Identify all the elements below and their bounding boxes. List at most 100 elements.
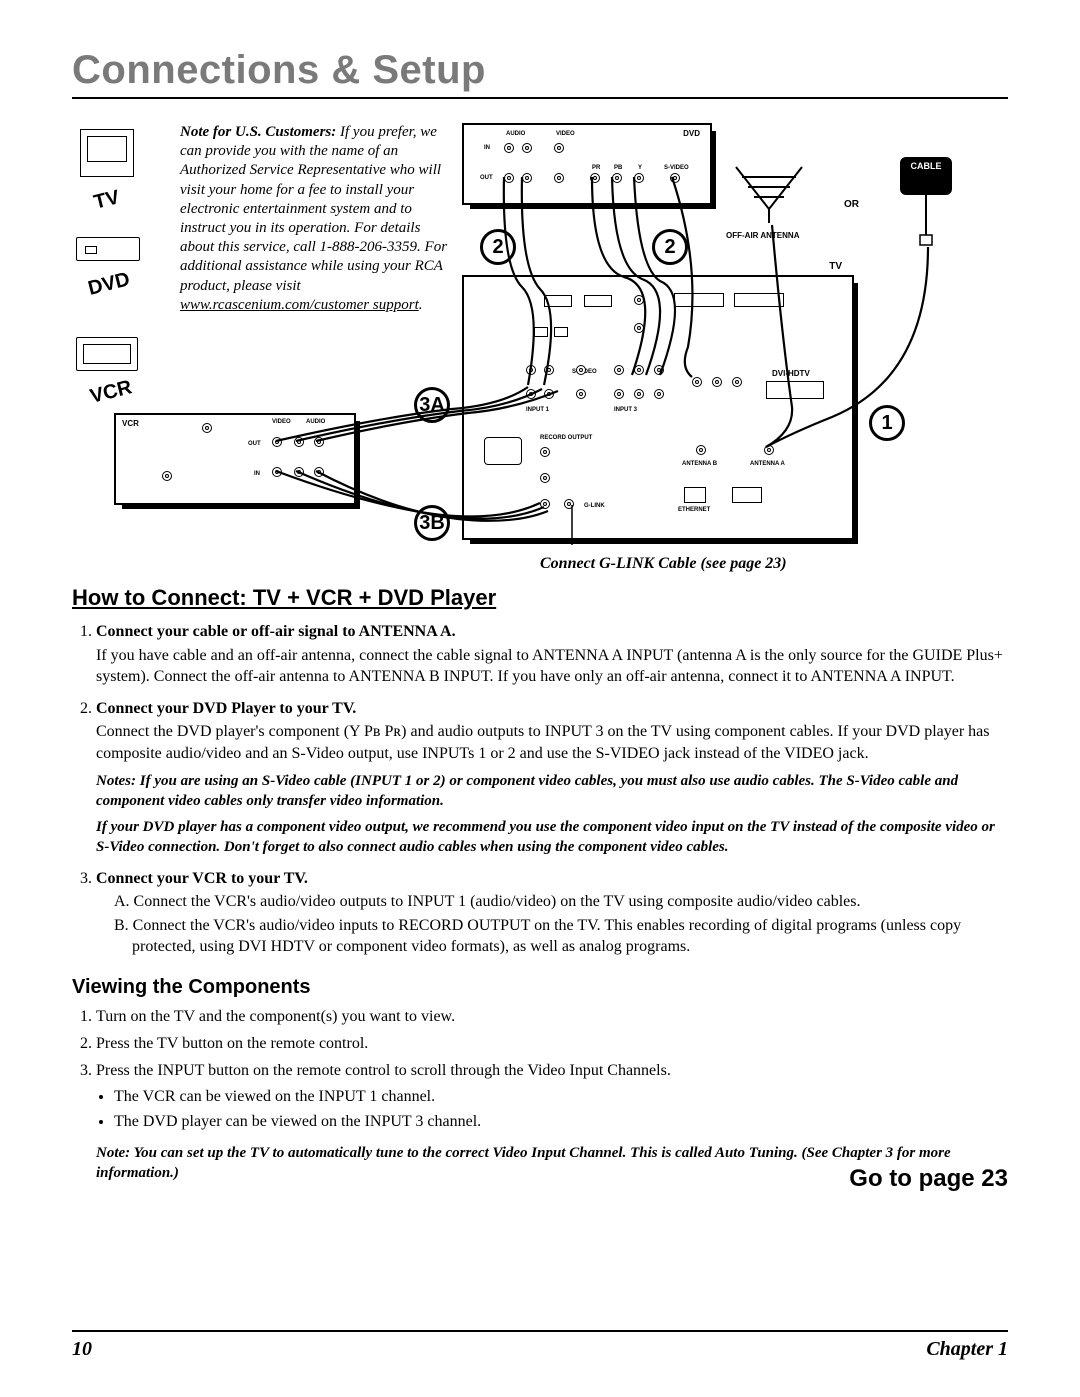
port: [584, 295, 612, 307]
note-lead: Note:: [96, 1145, 130, 1161]
dvd-back-panel: DVD AUDIO VIDEO IN OUT PR PB Y S-VIDEO: [462, 123, 712, 205]
jack: [162, 471, 172, 481]
step-1-circle: 1: [869, 405, 905, 441]
port: [732, 487, 762, 503]
note-text: If you are using an S-Video cable (INPUT…: [96, 773, 958, 809]
jack: [634, 295, 644, 305]
cable-wire-icon: [910, 195, 942, 249]
view-item: Turn on the TV and the component(s) you …: [96, 1005, 1008, 1030]
howto-steps: Connect your cable or off-air signal to …: [72, 621, 1008, 958]
lbl-audio: AUDIO: [506, 131, 525, 137]
dvd-panel-title: DVD: [683, 129, 700, 138]
jack: [540, 499, 550, 509]
jack: [504, 173, 514, 183]
jack: [544, 365, 554, 375]
ethernet-port: [684, 487, 706, 503]
lbl-dvi: DVI-HDTV: [772, 369, 810, 378]
lbl-input3: INPUT 3: [614, 407, 637, 413]
port: [734, 293, 784, 307]
jack: [614, 365, 624, 375]
note-text: You can set up the TV to automatically t…: [96, 1145, 951, 1181]
lbl-record: RECORD OUTPUT: [540, 435, 592, 441]
lbl-out: OUT: [480, 175, 493, 181]
step-2-circle: 2: [652, 229, 688, 265]
step-2-circle: 2: [480, 229, 516, 265]
jack: [272, 467, 282, 477]
or-label: OR: [844, 199, 859, 210]
tv-back-panel: TV S-VIDEO INPUT 3 INPUT 1 DVI-HDTV: [462, 275, 854, 540]
jack: [504, 143, 514, 153]
step-2-body: Connect the DVD player's component (Y Pʙ…: [96, 721, 1008, 764]
view-item: Press the INPUT button on the remote con…: [96, 1059, 1008, 1084]
jack: [554, 173, 564, 183]
step-3b-circle: 3B: [414, 505, 450, 541]
lbl-input1: INPUT 1: [526, 407, 549, 413]
tv-icon: [80, 129, 134, 177]
viewing-list: Turn on the TV and the component(s) you …: [72, 1005, 1008, 1083]
viewing-bullets: The VCR can be viewed on the INPUT 1 cha…: [72, 1085, 1008, 1135]
howto-heading: How to Connect: TV + VCR + DVD Player: [72, 585, 1008, 611]
lbl-audio-v: AUDIO: [306, 419, 325, 425]
lbl-video-v: VIDEO: [272, 419, 291, 425]
off-air-label: OFF-AIR ANTENNA: [726, 231, 799, 240]
lbl-y: Y: [638, 165, 642, 171]
jack: [576, 389, 586, 399]
dvd-icon: [76, 237, 140, 261]
antenna-icon: [732, 163, 806, 223]
page-title: Connections & Setup: [72, 48, 1008, 93]
jack: [544, 389, 554, 399]
jack: [294, 467, 304, 477]
jack: [314, 467, 324, 477]
jack: [314, 437, 324, 447]
vcr-back-panel: VCR VIDEO AUDIO OUT IN: [114, 413, 356, 505]
jack: [670, 173, 680, 183]
title-rule: [72, 97, 1008, 99]
jack: [540, 473, 550, 483]
step-1-head: Connect your cable or off-air signal to …: [96, 623, 456, 640]
lbl-pr: PR: [592, 165, 600, 171]
jack: [522, 143, 532, 153]
jack: [764, 445, 774, 455]
jack: [540, 447, 550, 457]
jack: [590, 173, 600, 183]
view-bullet: The DVD player can be viewed on the INPU…: [114, 1110, 1008, 1135]
jack: [712, 377, 722, 387]
glink-caption: Connect G-LINK Cable (see page 23): [540, 555, 787, 573]
lbl-in: IN: [484, 145, 490, 151]
lbl-out-v: OUT: [248, 441, 261, 447]
jack: [202, 423, 212, 433]
vcr-label: VCR: [88, 376, 135, 409]
port: [534, 327, 548, 337]
jack: [612, 173, 622, 183]
jack: [732, 377, 742, 387]
ac-port: [484, 437, 522, 465]
cable-box-icon: CABLE: [900, 157, 952, 195]
dvi-port: [766, 381, 824, 399]
vcr-panel-title: VCR: [122, 419, 139, 428]
jack: [634, 365, 644, 375]
viewing-heading: Viewing the Components: [72, 976, 1008, 999]
step-1-body: If you have cable and an off-air antenna…: [96, 645, 1008, 688]
note-body: If you prefer, we can provide you with t…: [180, 124, 447, 294]
view-item: Press the TV button on the remote contro…: [96, 1032, 1008, 1057]
jack: [634, 389, 644, 399]
port: [554, 327, 568, 337]
lbl-in-v: IN: [254, 471, 260, 477]
lbl-anta: ANTENNA A: [750, 461, 785, 467]
jack: [272, 437, 282, 447]
jack: [526, 365, 536, 375]
step-2: Connect your DVD Player to your TV. Conn…: [96, 698, 1008, 858]
antenna-cable-block: OFF-AIR ANTENNA OR CABLE: [732, 127, 952, 267]
note-lead: Notes:: [96, 773, 136, 789]
connection-diagram: TV DVD VCR Note for U.S. Customers: If y…: [72, 117, 1008, 567]
note-text: If your DVD player has a component video…: [96, 819, 995, 855]
step-1: Connect your cable or off-air signal to …: [96, 621, 1008, 688]
port: [674, 293, 724, 307]
jack: [634, 173, 644, 183]
jack: [564, 499, 574, 509]
lbl-svideo: S-VIDEO: [664, 165, 689, 171]
jack: [654, 365, 664, 375]
step-2-head: Connect your DVD Player to your TV.: [96, 700, 356, 717]
note-lead: Note for U.S. Customers:: [180, 124, 336, 140]
page-footer: 10 Chapter 1: [72, 1330, 1008, 1361]
